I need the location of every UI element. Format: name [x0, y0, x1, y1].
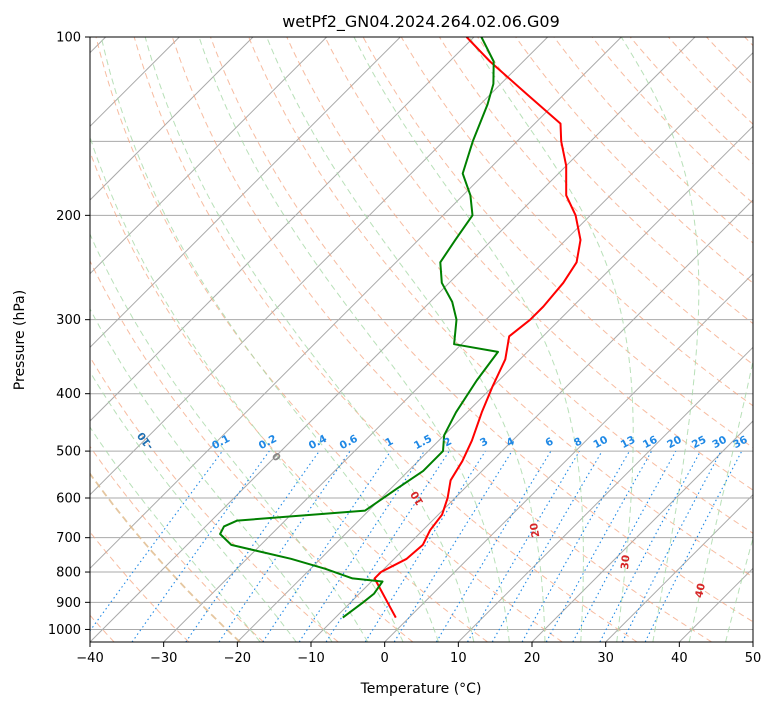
mixing-ratio-line: [393, 450, 513, 642]
x-tick-label: 40: [671, 651, 688, 666]
dry-adiabat-line: [210, 37, 753, 623]
y-tick-label: 200: [56, 209, 81, 224]
mixing-ratio-line: [599, 450, 701, 642]
x-axis-label: Temperature (°C): [360, 681, 482, 697]
chart-title: wetPf2_GN04.2024.264.02.06.G09: [282, 12, 560, 32]
plot-frame: [89, 36, 754, 643]
y-tick-label: 400: [56, 387, 81, 402]
moist-adiabat-label: 40: [693, 582, 708, 599]
x-tick-label: 50: [745, 651, 762, 666]
y-tick-label: 600: [56, 492, 81, 507]
y-tick-label: 1000: [48, 623, 81, 638]
moist-adiabat-line: [266, 37, 546, 642]
mixing-ratio-line: [325, 450, 450, 642]
isotherm-line: [90, 37, 401, 349]
x-tick-label: −10: [297, 651, 324, 666]
axis-layer: −40 −30 −20 −10 0 10 20 30 40 50 100 200 300 400 500 60…: [48, 31, 761, 667]
y-tick-label: 300: [56, 313, 81, 328]
moist-adiabat-line: [688, 358, 753, 642]
moist-adiabat-line: [90, 135, 404, 642]
isotherm-line: [90, 37, 475, 422]
moist-adiabat-line: [144, 37, 475, 642]
moist-adiabat-line: [90, 232, 369, 642]
mixing-ratio-line: [298, 450, 425, 642]
isotherm-line: [90, 37, 254, 201]
dry-adiabat-line: [90, 445, 264, 642]
x-tick-label: −20: [224, 651, 251, 666]
dry-adiabat-line: [95, 37, 563, 642]
dewpoint-profile-line: [219, 37, 499, 619]
isotherm-line: [531, 420, 753, 642]
dry-adiabat-line: [90, 259, 414, 642]
moist-adiabat-label: 20: [528, 522, 542, 538]
moist-adiabat-line: [90, 308, 333, 642]
x-tick-label: 30: [597, 651, 614, 666]
isotherm-line: [90, 37, 622, 570]
isotherm-line: [605, 493, 753, 642]
reference-curve: [90, 472, 241, 642]
isotherm-line: [236, 125, 753, 642]
grid-layer: [90, 37, 753, 642]
temperature-profile-line: [373, 37, 582, 619]
dry-adiabat-line: [248, 37, 753, 578]
moist-adiabat-line: [100, 37, 439, 642]
moist-adiabat-line: [198, 37, 510, 642]
moist-adiabat-line: [90, 426, 261, 642]
y-tick-label: 800: [56, 566, 81, 581]
series-layer: [219, 37, 582, 619]
moist-adiabat-label: 30: [619, 554, 632, 570]
dry-adiabat-line: [515, 37, 753, 284]
isotherm-line: [90, 37, 696, 642]
dry-adiabat-line: [171, 37, 712, 642]
moist-adiabat-line: [353, 37, 584, 642]
x-tick-label: 0: [381, 651, 389, 666]
x-tick-label: −40: [76, 651, 103, 666]
dry-adiabat-line: [324, 37, 753, 491]
mixing-ratio-line: [435, 450, 552, 642]
moist-adiabat-line: [725, 536, 753, 642]
mixing-ratio-line: [262, 450, 392, 642]
y-axis-label: Pressure (hPa): [12, 290, 28, 390]
isotherm-line: [90, 37, 549, 496]
isotherm-line: [384, 272, 753, 642]
y-tick-label: 100: [56, 31, 81, 46]
moist-adiabat-line: [90, 370, 297, 642]
x-tick-label: 20: [524, 651, 541, 666]
mixing-ratio-line: [185, 450, 320, 642]
mixing-ratio-line: [364, 450, 486, 642]
mixing-ratio-line: [467, 450, 580, 642]
isotherm-line: [457, 346, 753, 642]
x-tick-label: 10: [450, 651, 467, 666]
isotherm-line: [90, 37, 328, 275]
mixing-ratio-line: [218, 450, 351, 642]
x-tick-label: −30: [150, 651, 177, 666]
moist-adiabat-line: [620, 37, 700, 642]
dry-adiabat-line: [133, 37, 638, 642]
dry-adiabat-line: [286, 37, 753, 534]
mixing-ratio-line: [572, 450, 677, 642]
y-tick-label: 500: [56, 445, 81, 460]
isotherm-line: [163, 51, 753, 642]
y-tick-label: 900: [56, 596, 81, 611]
y-tick-label: 700: [56, 531, 81, 546]
